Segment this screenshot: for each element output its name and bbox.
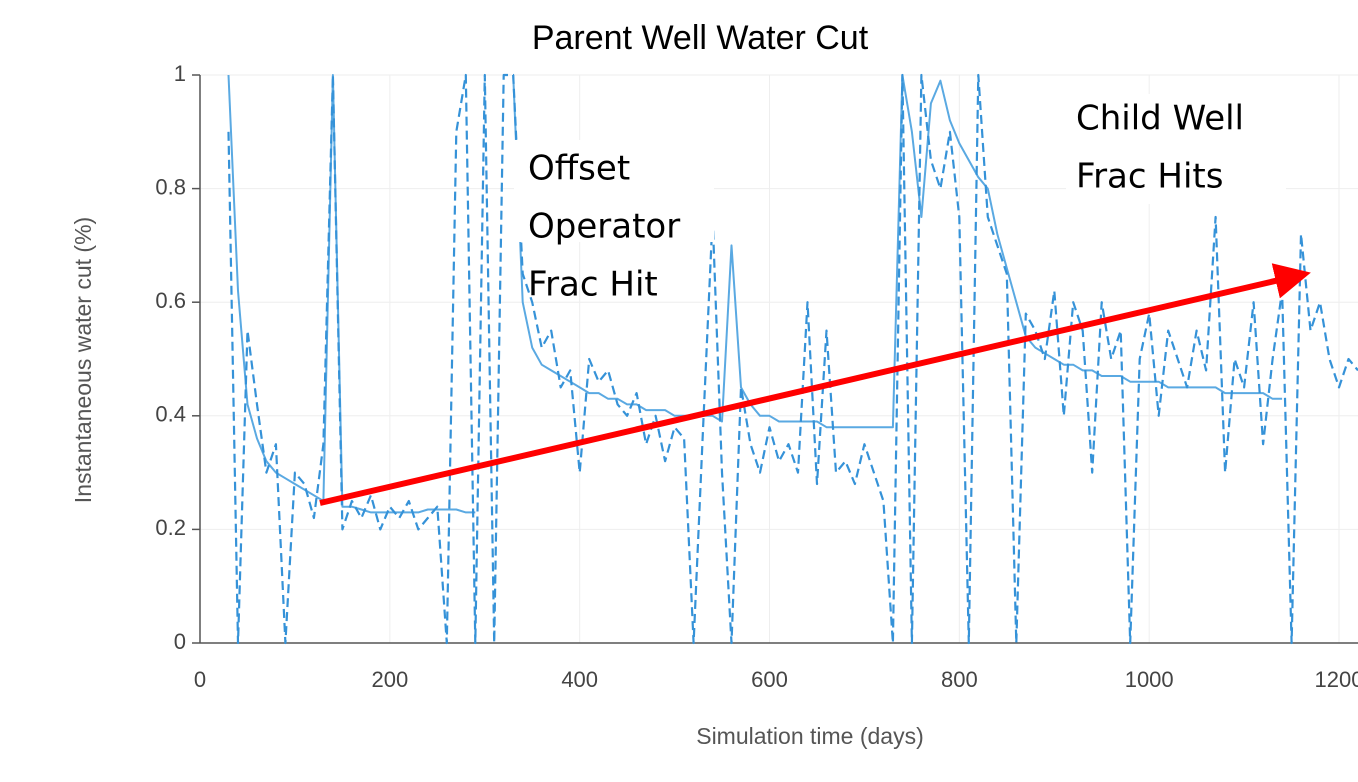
annotations: Offset Operator Frac Hit Child Well Frac Hit… — [528, 99, 1244, 305]
annotation: Child Well — [1076, 99, 1244, 139]
x-tick-label: 1000 — [1125, 667, 1174, 692]
annotation: Frac Hits — [1076, 157, 1223, 197]
x-tick-label: 0 — [194, 667, 206, 692]
chart-title: Parent Well Water Cut — [532, 19, 869, 57]
x-tick-label: 200 — [371, 667, 408, 692]
y-tick-label: 0 — [174, 629, 186, 654]
y-axis-title: Instantaneous water cut (%) — [70, 217, 96, 503]
trend-arrow — [319, 263, 1311, 506]
grid: 0 0.2 0.4 0.6 0.8 1 0 200 400 600 800 1000 1200 — [155, 61, 1358, 692]
x-tick-label: 800 — [941, 667, 978, 692]
lines — [227, 73, 1358, 645]
y-tick-label: 0.8 — [155, 174, 186, 199]
x-tick-label: 400 — [561, 667, 598, 692]
y-tick-label: 1 — [174, 61, 186, 86]
dashed-line — [227, 73, 1358, 645]
annotation: Frac Hit — [528, 265, 658, 305]
x-axis-title: Simulation time (days) — [696, 723, 924, 749]
x-tick-label: 1200 — [1315, 667, 1358, 692]
annotation: Operator — [528, 207, 680, 247]
annotation-box — [1066, 94, 1286, 204]
annotation: Offset — [528, 149, 630, 189]
y-tick-label: 0.6 — [155, 288, 186, 313]
annotation-box — [514, 140, 714, 242]
y-tick-label: 0.4 — [155, 402, 186, 427]
y-tick-label: 0.2 — [155, 515, 186, 540]
x-tick-label: 600 — [751, 667, 788, 692]
